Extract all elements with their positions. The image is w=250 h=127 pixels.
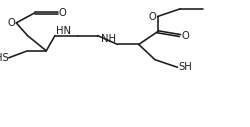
Text: O: O (148, 12, 156, 21)
Text: NH: NH (101, 34, 116, 44)
Text: HN: HN (56, 26, 71, 36)
Text: SH: SH (179, 62, 192, 72)
Text: O: O (7, 18, 15, 28)
Text: HS: HS (0, 53, 9, 63)
Text: O: O (59, 8, 66, 18)
Text: O: O (181, 31, 189, 41)
